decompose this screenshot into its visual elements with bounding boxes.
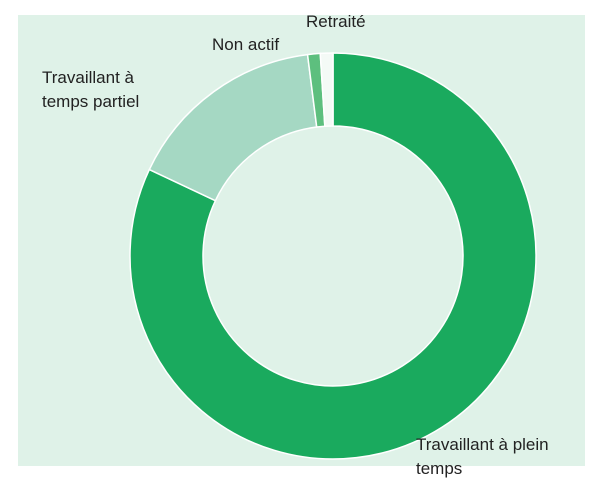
slice-label: Travaillant à temps partiel — [42, 68, 140, 111]
donut-slice — [129, 52, 537, 460]
slice-label: Travaillant à plein temps — [416, 435, 549, 478]
slice-label: Retraité — [306, 12, 366, 31]
slice-label: Non actif — [212, 35, 280, 54]
donut-slice — [319, 52, 334, 128]
